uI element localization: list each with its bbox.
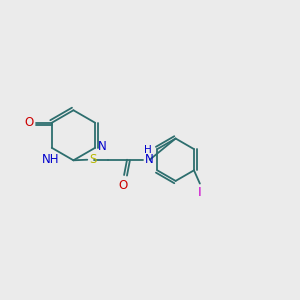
Text: O: O — [24, 116, 34, 129]
Text: N: N — [98, 140, 107, 153]
Text: N: N — [144, 153, 153, 166]
Text: H: H — [144, 145, 152, 155]
Text: NH: NH — [41, 153, 59, 166]
Text: S: S — [89, 153, 97, 166]
Text: O: O — [118, 178, 127, 192]
Text: I: I — [198, 186, 202, 199]
